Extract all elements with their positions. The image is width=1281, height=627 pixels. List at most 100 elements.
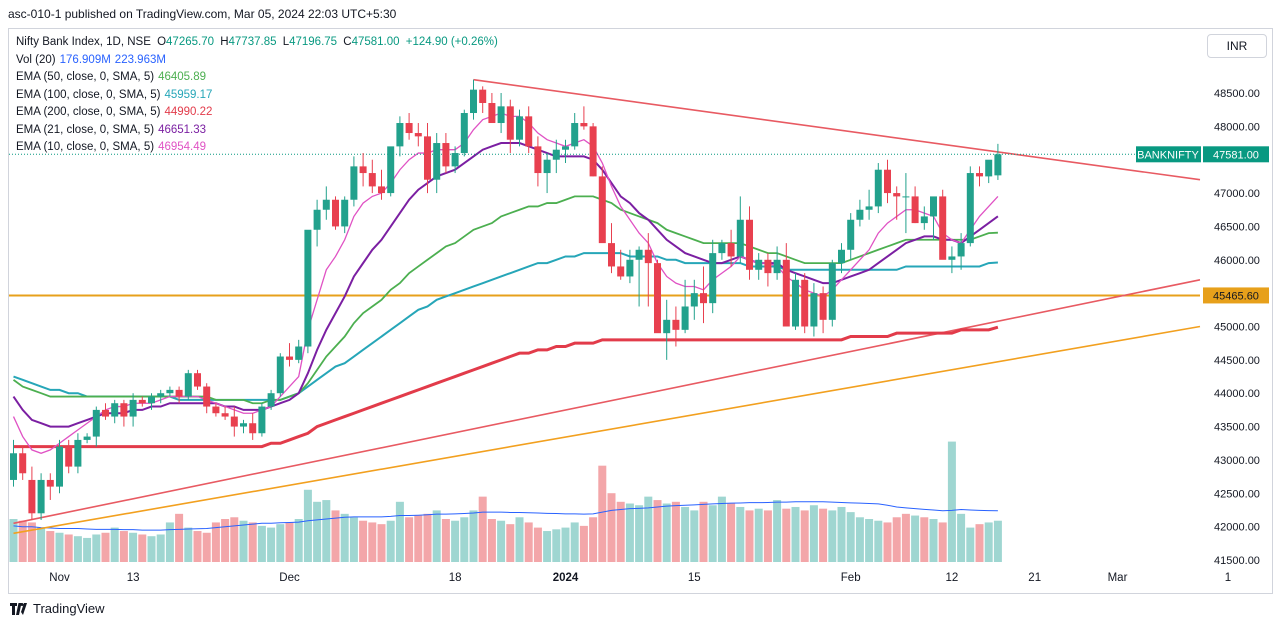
candle-body bbox=[810, 293, 818, 327]
candle-body bbox=[838, 249, 845, 264]
candle-body bbox=[736, 219, 744, 257]
candle-body bbox=[120, 403, 128, 417]
candle-body bbox=[792, 279, 799, 327]
volume-bar bbox=[248, 522, 257, 562]
volume-bar bbox=[73, 536, 82, 562]
volume-bar bbox=[175, 513, 184, 562]
candle-body bbox=[497, 106, 505, 124]
indicator-label: EMA (200, close, 0, SMA, 5) bbox=[16, 106, 161, 118]
volume-bar bbox=[543, 531, 552, 562]
candle-body bbox=[212, 406, 220, 414]
volume-bar bbox=[607, 493, 616, 562]
volume-bar bbox=[239, 520, 248, 562]
volume-bar bbox=[828, 510, 837, 562]
indicator-value: 176.909M bbox=[59, 53, 111, 66]
volume-bar bbox=[727, 503, 736, 562]
indicator-rows: Vol (20) 176.909M 223.963M EMA (50, close, … bbox=[16, 52, 498, 157]
candle-body bbox=[911, 196, 919, 224]
volume-bar bbox=[690, 510, 699, 562]
volume-bar bbox=[975, 524, 984, 562]
volume-bar bbox=[515, 517, 524, 562]
price-tick-label: 41500.00 bbox=[1214, 555, 1260, 567]
time-tick-label: 15 bbox=[688, 572, 701, 584]
indicator-value: 45959.17 bbox=[164, 88, 213, 101]
candle-body bbox=[506, 106, 514, 140]
candle-body bbox=[19, 453, 27, 474]
volume-bar bbox=[653, 500, 662, 562]
candle-body bbox=[276, 356, 284, 394]
footer-brand-name: TradingView bbox=[33, 601, 105, 616]
volume-bar bbox=[92, 534, 101, 562]
candle-body bbox=[240, 423, 247, 427]
candle-body bbox=[755, 259, 763, 270]
volume-bar bbox=[561, 527, 570, 562]
volume-bar bbox=[9, 519, 18, 562]
candle-body bbox=[56, 446, 63, 487]
price-tick-label: 46500.00 bbox=[1214, 221, 1260, 233]
candle-body bbox=[773, 259, 781, 274]
candle-body bbox=[856, 209, 864, 220]
indicator-row: EMA (21, close, 0, SMA, 5) 46651.33 bbox=[16, 122, 498, 140]
volume-bar bbox=[285, 522, 294, 562]
candle-body bbox=[286, 356, 293, 360]
volume-bar bbox=[819, 508, 828, 562]
volume-bar bbox=[533, 527, 542, 562]
time-tick-label: Nov bbox=[49, 572, 70, 584]
lower-trendline bbox=[13, 325, 1201, 535]
volume-bar bbox=[671, 501, 680, 562]
candle-body bbox=[65, 446, 73, 467]
candle-body bbox=[966, 173, 974, 244]
volume-bar bbox=[957, 513, 966, 562]
support-price-tag bbox=[1203, 287, 1269, 304]
candle-body bbox=[322, 199, 330, 210]
candle-body bbox=[552, 149, 560, 160]
candle-body bbox=[405, 123, 413, 134]
volume-bar bbox=[644, 496, 653, 562]
volume-bar bbox=[138, 534, 147, 562]
price-tick-label: 44000.00 bbox=[1214, 388, 1260, 400]
volume-bar bbox=[993, 520, 1002, 562]
candle-body bbox=[746, 219, 753, 270]
candle-body bbox=[203, 386, 211, 407]
legend-instrument-row: Nifty Bank Index, 1D, NSE O47265.70 H477… bbox=[16, 34, 498, 52]
time-tick-label: 12 bbox=[946, 572, 959, 584]
ohlc-open: O47265.70 bbox=[157, 36, 214, 48]
volume-bar bbox=[598, 465, 607, 562]
candle-body bbox=[801, 279, 809, 327]
ohlc-high: H47737.85 bbox=[220, 36, 277, 48]
candle-body bbox=[957, 243, 965, 257]
indicator-row: EMA (100, close, 0, SMA, 5) 45959.17 bbox=[16, 87, 498, 105]
volume-bar bbox=[193, 531, 202, 562]
volume-bar bbox=[589, 517, 598, 562]
candle-body bbox=[819, 293, 827, 320]
volume-bar bbox=[395, 501, 404, 562]
volume-bar bbox=[883, 522, 892, 562]
volume-bar bbox=[635, 505, 644, 562]
currency-selector[interactable]: INR bbox=[1207, 34, 1267, 58]
ohlc-change: +124.90 (+0.26%) bbox=[405, 36, 498, 48]
candle-body bbox=[304, 229, 312, 347]
candle-body bbox=[258, 406, 266, 434]
volume-bar bbox=[27, 522, 36, 562]
candle-body bbox=[985, 159, 993, 177]
volume-bar bbox=[901, 513, 910, 562]
candle-body bbox=[102, 409, 109, 417]
indicator-value: 46651.33 bbox=[158, 123, 207, 136]
indicator-value: 44990.22 bbox=[164, 106, 213, 118]
candle-body bbox=[847, 219, 855, 250]
candle-body bbox=[129, 399, 137, 417]
volume-bar bbox=[432, 510, 441, 562]
candle-body bbox=[598, 176, 606, 244]
volume-bar bbox=[552, 529, 561, 562]
price-tick-label: 48500.00 bbox=[1214, 88, 1260, 100]
volume-bar bbox=[451, 520, 460, 562]
ohlc-low: L47196.75 bbox=[282, 36, 338, 48]
volume-bar bbox=[165, 522, 174, 562]
candle-body bbox=[414, 133, 422, 137]
candle-body bbox=[635, 249, 643, 260]
time-axis: Nov 13 Dec 18 2024 15 Feb 12 21 Mar 1 bbox=[49, 572, 1231, 584]
volume-bar bbox=[874, 520, 883, 562]
price-tick-label: 43500.00 bbox=[1214, 422, 1260, 434]
volume-bar bbox=[911, 515, 920, 562]
